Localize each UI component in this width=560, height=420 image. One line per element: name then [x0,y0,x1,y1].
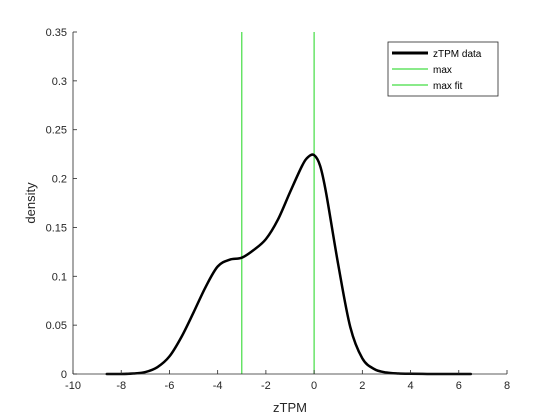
legend: zTPM data max max fit [387,41,499,97]
x-tick-label: -2 [261,380,271,392]
x-tick-label: 0 [311,380,317,392]
axes [72,32,507,375]
y-tick-label: 0.3 [52,76,67,88]
x-tick-label: 8 [504,380,510,392]
legend-label-max: max [433,65,452,76]
y-tick-label: 0.25 [46,125,67,137]
legend-label-ztpm-data: zTPM data [433,49,482,60]
x-tick-label: -8 [116,380,126,392]
y-tick-label: 0.35 [46,27,67,39]
x-axis-label: zTPM [273,400,307,415]
y-tick-label: 0.15 [46,222,67,234]
x-tick-label: -6 [165,380,175,392]
x-tick-label: -10 [65,380,81,392]
x-tick-label: 4 [407,380,413,392]
y-tick-label: 0.2 [52,174,67,186]
x-tick-label: 2 [359,380,365,392]
y-axis-label: density [23,182,38,224]
ticks: -10 -8 -6 -4 -2 0 2 4 6 8 0 0.05 0.1 0.15 0.2 0.25 0.3 0.… [46,27,510,392]
legend-label-max-fit: max fit [433,81,463,92]
y-tick-label: 0.05 [46,320,67,332]
y-tick-label: 0.1 [52,271,67,283]
x-tick-label: 6 [456,380,462,392]
y-tick-label: 0 [61,369,67,381]
x-tick-label: -4 [213,380,223,392]
